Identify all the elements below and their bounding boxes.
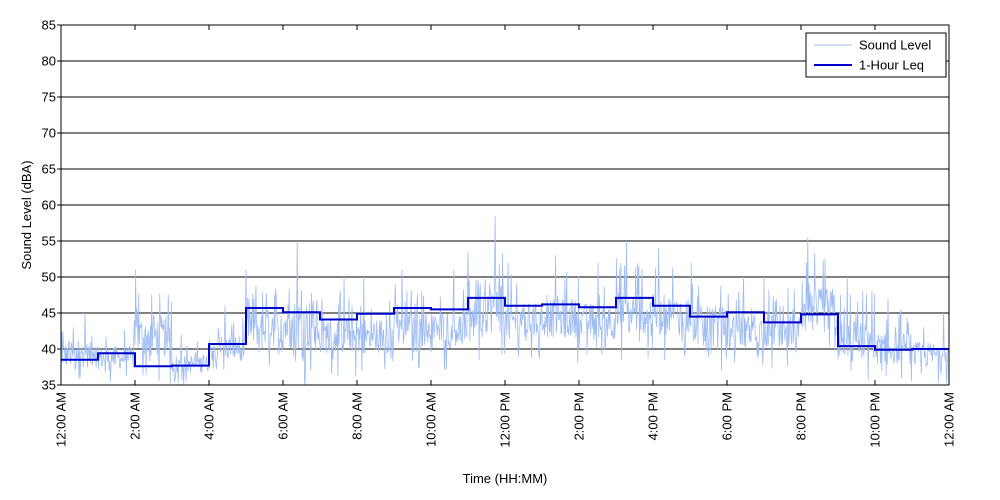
y-tick-label: 45 [42,306,56,321]
x-tick-label: 6:00 AM [276,392,291,440]
x-tick-label: 10:00 PM [868,392,883,448]
y-tick-label: 65 [42,162,56,177]
leq-series [61,296,949,368]
x-tick-label: 12:00 AM [54,392,69,447]
x-tick-label: 2:00 AM [128,392,143,440]
y-tick-label: 55 [42,234,56,249]
x-tick-label: 12:00 PM [498,392,513,448]
legend-box [805,32,947,78]
x-tick-label: 4:00 PM [646,392,661,440]
x-tick-label: 8:00 PM [794,392,809,440]
x-tick-label: 8:00 AM [350,392,365,440]
x-tick-label: 4:00 AM [202,392,217,440]
y-tick-label: 40 [42,342,56,357]
y-tick-label: 70 [42,126,56,141]
x-axis-label: Time (HH:MM) [463,471,548,486]
legend-label-sound-level: Sound Level [859,38,931,53]
x-tick-label: 2:00 PM [572,392,587,440]
y-tick-label: 85 [42,18,56,33]
y-axis-ticks: 35 40 45 50 55 60 65 70 75 80 85 [42,18,61,393]
y-tick-label: 60 [42,198,56,213]
x-axis-ticks: 12:00 AM 2:00 AM 4:00 AM 6:00 AM 8:00 AM 10:0… [54,25,957,448]
y-tick-label: 50 [42,270,56,285]
x-tick-label: 12:00 AM [942,392,957,447]
x-tick-label: 10:00 AM [424,392,439,447]
x-tick-label: 6:00 PM [720,392,735,440]
y-tick-label: 75 [42,90,56,105]
y-axis-label: Sound Level (dBA) [19,160,34,269]
legend-label-leq: 1-Hour Leq [859,58,924,73]
y-tick-label: 35 [42,378,56,393]
legend: Sound Level 1-Hour Leq [805,32,947,78]
leq-step-line [61,296,949,368]
y-tick-label: 80 [42,54,56,69]
